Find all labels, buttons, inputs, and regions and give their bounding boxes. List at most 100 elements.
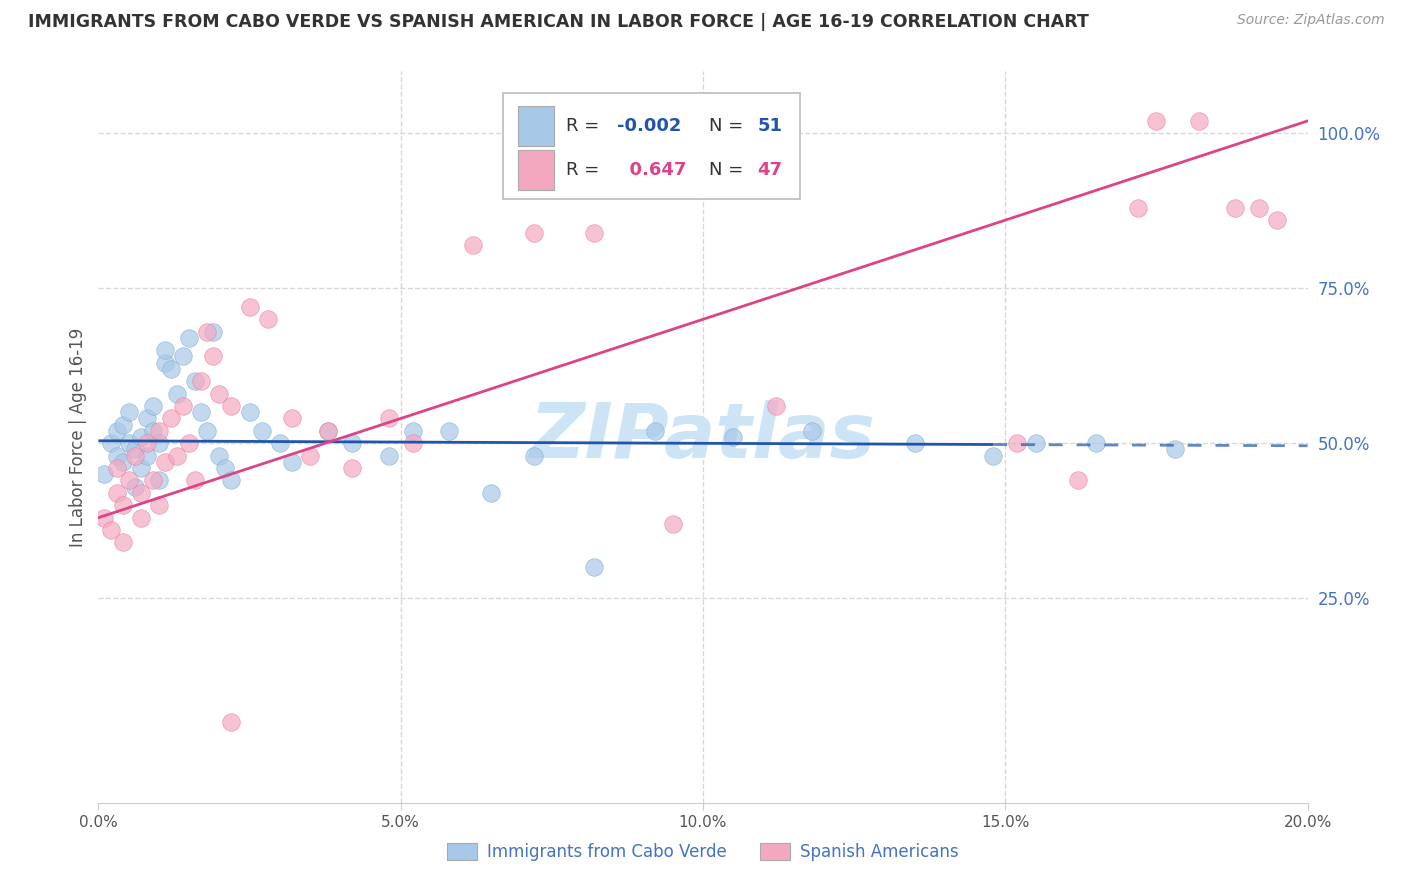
Spanish Americans bbox=[1007, 436, 1029, 450]
Immigrants from Cabo Verde bbox=[202, 325, 225, 339]
Immigrants from Cabo Verde bbox=[135, 449, 157, 463]
Immigrants from Cabo Verde bbox=[981, 449, 1004, 463]
Immigrants from Cabo Verde bbox=[437, 424, 460, 438]
Y-axis label: In Labor Force | Age 16-19: In Labor Force | Age 16-19 bbox=[69, 327, 87, 547]
Spanish Americans bbox=[1267, 213, 1289, 227]
Spanish Americans bbox=[765, 399, 787, 413]
Spanish Americans bbox=[142, 474, 165, 488]
Spanish Americans bbox=[1067, 474, 1090, 488]
Immigrants from Cabo Verde bbox=[148, 474, 170, 488]
Spanish Americans bbox=[1128, 201, 1150, 215]
Immigrants from Cabo Verde bbox=[190, 405, 212, 419]
Spanish Americans bbox=[1249, 201, 1271, 215]
Immigrants from Cabo Verde bbox=[195, 424, 218, 438]
FancyBboxPatch shape bbox=[503, 94, 800, 200]
Text: 51: 51 bbox=[758, 117, 782, 136]
Spanish Americans bbox=[202, 350, 225, 364]
Spanish Americans bbox=[105, 486, 128, 500]
Immigrants from Cabo Verde bbox=[172, 350, 194, 364]
Legend: Immigrants from Cabo Verde, Spanish Americans: Immigrants from Cabo Verde, Spanish Amer… bbox=[440, 836, 966, 868]
Spanish Americans bbox=[105, 461, 128, 475]
Immigrants from Cabo Verde bbox=[214, 461, 236, 475]
Immigrants from Cabo Verde bbox=[179, 331, 201, 345]
Spanish Americans bbox=[124, 449, 146, 463]
Immigrants from Cabo Verde bbox=[111, 417, 134, 432]
Text: R =: R = bbox=[567, 161, 606, 179]
Spanish Americans bbox=[111, 535, 134, 549]
Spanish Americans bbox=[1144, 114, 1167, 128]
Spanish Americans bbox=[402, 436, 425, 450]
Spanish Americans bbox=[135, 436, 157, 450]
Immigrants from Cabo Verde bbox=[184, 374, 207, 388]
Text: IMMIGRANTS FROM CABO VERDE VS SPANISH AMERICAN IN LABOR FORCE | AGE 16-19 CORREL: IMMIGRANTS FROM CABO VERDE VS SPANISH AM… bbox=[28, 13, 1090, 31]
Immigrants from Cabo Verde bbox=[160, 362, 183, 376]
Immigrants from Cabo Verde bbox=[221, 474, 243, 488]
Immigrants from Cabo Verde bbox=[129, 461, 152, 475]
Spanish Americans bbox=[281, 411, 304, 425]
Immigrants from Cabo Verde bbox=[250, 424, 273, 438]
Immigrants from Cabo Verde bbox=[1085, 436, 1108, 450]
Immigrants from Cabo Verde bbox=[124, 480, 146, 494]
Bar bbox=[517, 106, 554, 146]
Immigrants from Cabo Verde bbox=[153, 356, 176, 370]
Immigrants from Cabo Verde bbox=[723, 430, 745, 444]
Spanish Americans bbox=[148, 498, 170, 512]
Spanish Americans bbox=[93, 510, 115, 524]
Immigrants from Cabo Verde bbox=[239, 405, 262, 419]
Spanish Americans bbox=[111, 498, 134, 512]
Spanish Americans bbox=[221, 715, 243, 730]
Immigrants from Cabo Verde bbox=[644, 424, 666, 438]
Text: -0.002: -0.002 bbox=[617, 117, 682, 136]
Spanish Americans bbox=[342, 461, 364, 475]
Spanish Americans bbox=[184, 474, 207, 488]
Spanish Americans bbox=[316, 424, 339, 438]
Spanish Americans bbox=[153, 455, 176, 469]
Text: Source: ZipAtlas.com: Source: ZipAtlas.com bbox=[1237, 13, 1385, 28]
Immigrants from Cabo Verde bbox=[135, 411, 157, 425]
Immigrants from Cabo Verde bbox=[118, 436, 141, 450]
Spanish Americans bbox=[179, 436, 201, 450]
Immigrants from Cabo Verde bbox=[904, 436, 927, 450]
Immigrants from Cabo Verde bbox=[153, 343, 176, 358]
Spanish Americans bbox=[129, 510, 152, 524]
Bar bbox=[517, 150, 554, 190]
Spanish Americans bbox=[463, 238, 485, 252]
Immigrants from Cabo Verde bbox=[281, 455, 304, 469]
Immigrants from Cabo Verde bbox=[105, 449, 128, 463]
Spanish Americans bbox=[299, 449, 322, 463]
Text: ZIPatlas: ZIPatlas bbox=[530, 401, 876, 474]
Spanish Americans bbox=[377, 411, 399, 425]
Spanish Americans bbox=[661, 516, 683, 531]
Immigrants from Cabo Verde bbox=[93, 467, 115, 482]
Immigrants from Cabo Verde bbox=[1024, 436, 1046, 450]
Text: R =: R = bbox=[567, 117, 606, 136]
Spanish Americans bbox=[523, 226, 546, 240]
Text: N =: N = bbox=[709, 117, 749, 136]
Text: 0.647: 0.647 bbox=[617, 161, 686, 179]
Immigrants from Cabo Verde bbox=[100, 436, 122, 450]
Immigrants from Cabo Verde bbox=[342, 436, 364, 450]
Immigrants from Cabo Verde bbox=[118, 405, 141, 419]
Immigrants from Cabo Verde bbox=[142, 399, 165, 413]
Spanish Americans bbox=[100, 523, 122, 537]
Immigrants from Cabo Verde bbox=[124, 442, 146, 457]
Immigrants from Cabo Verde bbox=[269, 436, 291, 450]
Spanish Americans bbox=[118, 474, 141, 488]
Immigrants from Cabo Verde bbox=[377, 449, 399, 463]
Immigrants from Cabo Verde bbox=[105, 424, 128, 438]
Immigrants from Cabo Verde bbox=[166, 386, 188, 401]
Spanish Americans bbox=[160, 411, 183, 425]
Immigrants from Cabo Verde bbox=[129, 430, 152, 444]
Spanish Americans bbox=[583, 226, 606, 240]
Spanish Americans bbox=[221, 399, 243, 413]
Immigrants from Cabo Verde bbox=[481, 486, 503, 500]
Immigrants from Cabo Verde bbox=[1163, 442, 1185, 457]
Immigrants from Cabo Verde bbox=[142, 424, 165, 438]
Spanish Americans bbox=[195, 325, 218, 339]
Immigrants from Cabo Verde bbox=[111, 455, 134, 469]
Spanish Americans bbox=[129, 486, 152, 500]
Immigrants from Cabo Verde bbox=[316, 424, 339, 438]
Spanish Americans bbox=[172, 399, 194, 413]
Immigrants from Cabo Verde bbox=[148, 436, 170, 450]
Spanish Americans bbox=[166, 449, 188, 463]
